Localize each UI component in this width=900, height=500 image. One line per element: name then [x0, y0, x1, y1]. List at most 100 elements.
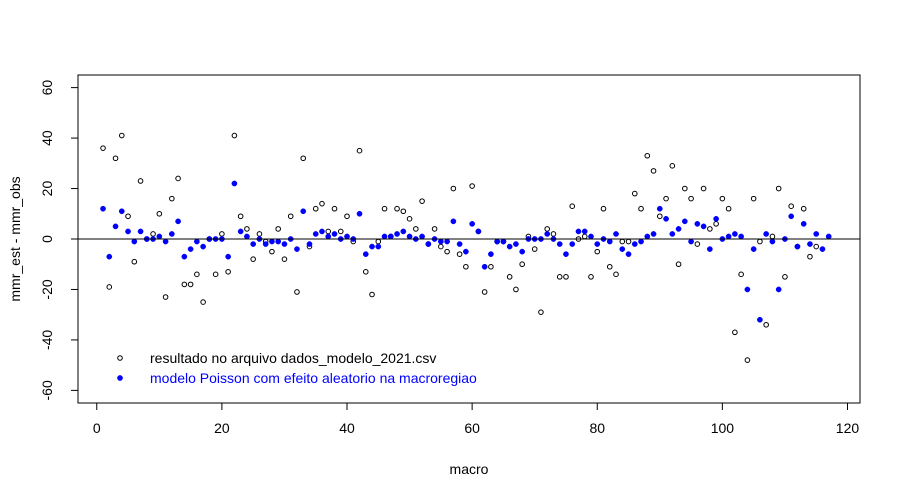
observed-point	[638, 205, 644, 212]
observed-point	[513, 286, 519, 293]
model-point	[425, 241, 432, 247]
observed-point	[707, 226, 713, 232]
observed-point	[200, 299, 206, 305]
observed-point	[219, 231, 225, 237]
x-tick-label: 80	[589, 420, 605, 436]
model-point	[175, 218, 181, 225]
model-point	[181, 253, 188, 260]
x-tick-label: 40	[339, 420, 355, 436]
observed-point	[650, 168, 657, 174]
observed-point	[406, 216, 413, 222]
model-point	[400, 228, 407, 235]
observed-point	[700, 185, 707, 192]
observed-point	[237, 213, 244, 220]
observed-point	[413, 226, 419, 232]
model-point	[713, 215, 719, 222]
y-tick-label: -40	[39, 330, 55, 350]
observed-point	[600, 205, 607, 212]
observed-point	[362, 269, 369, 275]
model-point	[688, 238, 694, 245]
x-axis: 0 20 40 60 80 100 120	[93, 402, 860, 436]
model-point	[300, 208, 307, 215]
observed-point	[569, 203, 576, 209]
observed-point	[807, 253, 813, 260]
y-tick-label: -60	[39, 380, 55, 400]
observed-point	[325, 228, 332, 235]
model-point	[344, 233, 350, 240]
model-point	[656, 205, 663, 212]
legend-label-model: modelo Poisson com efeito aleatorio na m…	[150, 370, 477, 386]
model-point	[519, 248, 526, 255]
observed-point	[481, 289, 488, 295]
model-point	[707, 246, 713, 252]
observed-point	[556, 274, 563, 280]
model-point	[319, 228, 325, 235]
model-point	[813, 231, 820, 237]
observed-point	[631, 190, 638, 197]
observed-point	[469, 183, 475, 189]
observed-point	[187, 281, 194, 288]
observed-point	[125, 213, 131, 220]
observed-point	[438, 243, 444, 250]
y-axis-label: mmr_est - mmr_obs	[7, 176, 23, 301]
model-point	[700, 223, 707, 230]
observed-point	[663, 195, 669, 202]
y-tick-label: 20	[39, 181, 55, 197]
observed-point	[763, 321, 769, 328]
y-tick-label: -20	[39, 279, 55, 299]
observed-point	[732, 329, 738, 336]
observed-point	[750, 195, 757, 202]
observed-point	[788, 203, 794, 209]
model-point	[269, 238, 275, 245]
x-tick-label: 120	[836, 420, 860, 436]
observed-point	[369, 291, 375, 298]
observed-point	[775, 185, 782, 192]
model-point	[757, 316, 763, 323]
observed-point	[337, 228, 344, 235]
observed-point	[231, 132, 238, 139]
observed-point	[713, 221, 719, 227]
observed-point	[488, 263, 494, 270]
observed-point	[463, 263, 469, 270]
model-point	[694, 221, 701, 227]
observed-point	[112, 155, 119, 162]
model-point	[237, 228, 244, 235]
observed-point	[225, 269, 231, 275]
model-point	[262, 241, 269, 247]
model-point	[244, 233, 250, 240]
observed-point	[613, 271, 619, 278]
model-point	[588, 233, 594, 240]
model-point	[725, 233, 732, 240]
legend: resultado no arquivo dados_modelo_2021.c…	[117, 350, 477, 386]
model-point	[362, 251, 369, 257]
observed-point	[287, 213, 294, 220]
observed-point	[175, 175, 181, 182]
observed-point	[675, 261, 682, 268]
model-point	[231, 180, 238, 187]
observed-point	[344, 213, 350, 220]
observed-point	[738, 271, 744, 278]
model-point	[306, 241, 313, 247]
observed-point	[131, 258, 138, 265]
observed-point	[106, 284, 113, 290]
model-point	[331, 231, 338, 237]
model-point	[381, 233, 388, 240]
model-point	[456, 241, 463, 247]
model-point	[168, 231, 175, 237]
model-point	[581, 228, 588, 235]
observed-point	[400, 208, 407, 215]
model-point	[575, 228, 582, 235]
model-point	[625, 251, 632, 257]
model-point	[406, 233, 413, 240]
model-point	[650, 231, 657, 237]
observed-point	[588, 274, 594, 280]
model-point	[794, 243, 801, 250]
observed-point	[657, 213, 663, 220]
observed-point	[281, 256, 288, 262]
y-tick-label: 60	[39, 80, 55, 96]
observed-point	[300, 155, 307, 162]
model-point	[825, 233, 832, 240]
observed-point	[669, 163, 676, 169]
model-point	[488, 251, 494, 257]
observed-point	[319, 200, 325, 207]
